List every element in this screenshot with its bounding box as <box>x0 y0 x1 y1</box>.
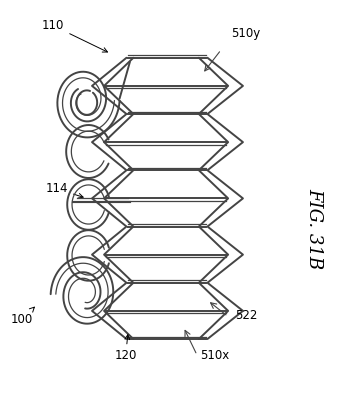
Text: 114: 114 <box>45 182 83 198</box>
Text: 510x: 510x <box>201 349 230 362</box>
Text: 120: 120 <box>115 335 137 362</box>
Text: FIG. 31B: FIG. 31B <box>305 189 323 270</box>
Text: 522: 522 <box>235 309 257 321</box>
Text: 100: 100 <box>11 307 34 326</box>
Text: 110: 110 <box>42 19 108 52</box>
Text: 510y: 510y <box>231 27 261 40</box>
